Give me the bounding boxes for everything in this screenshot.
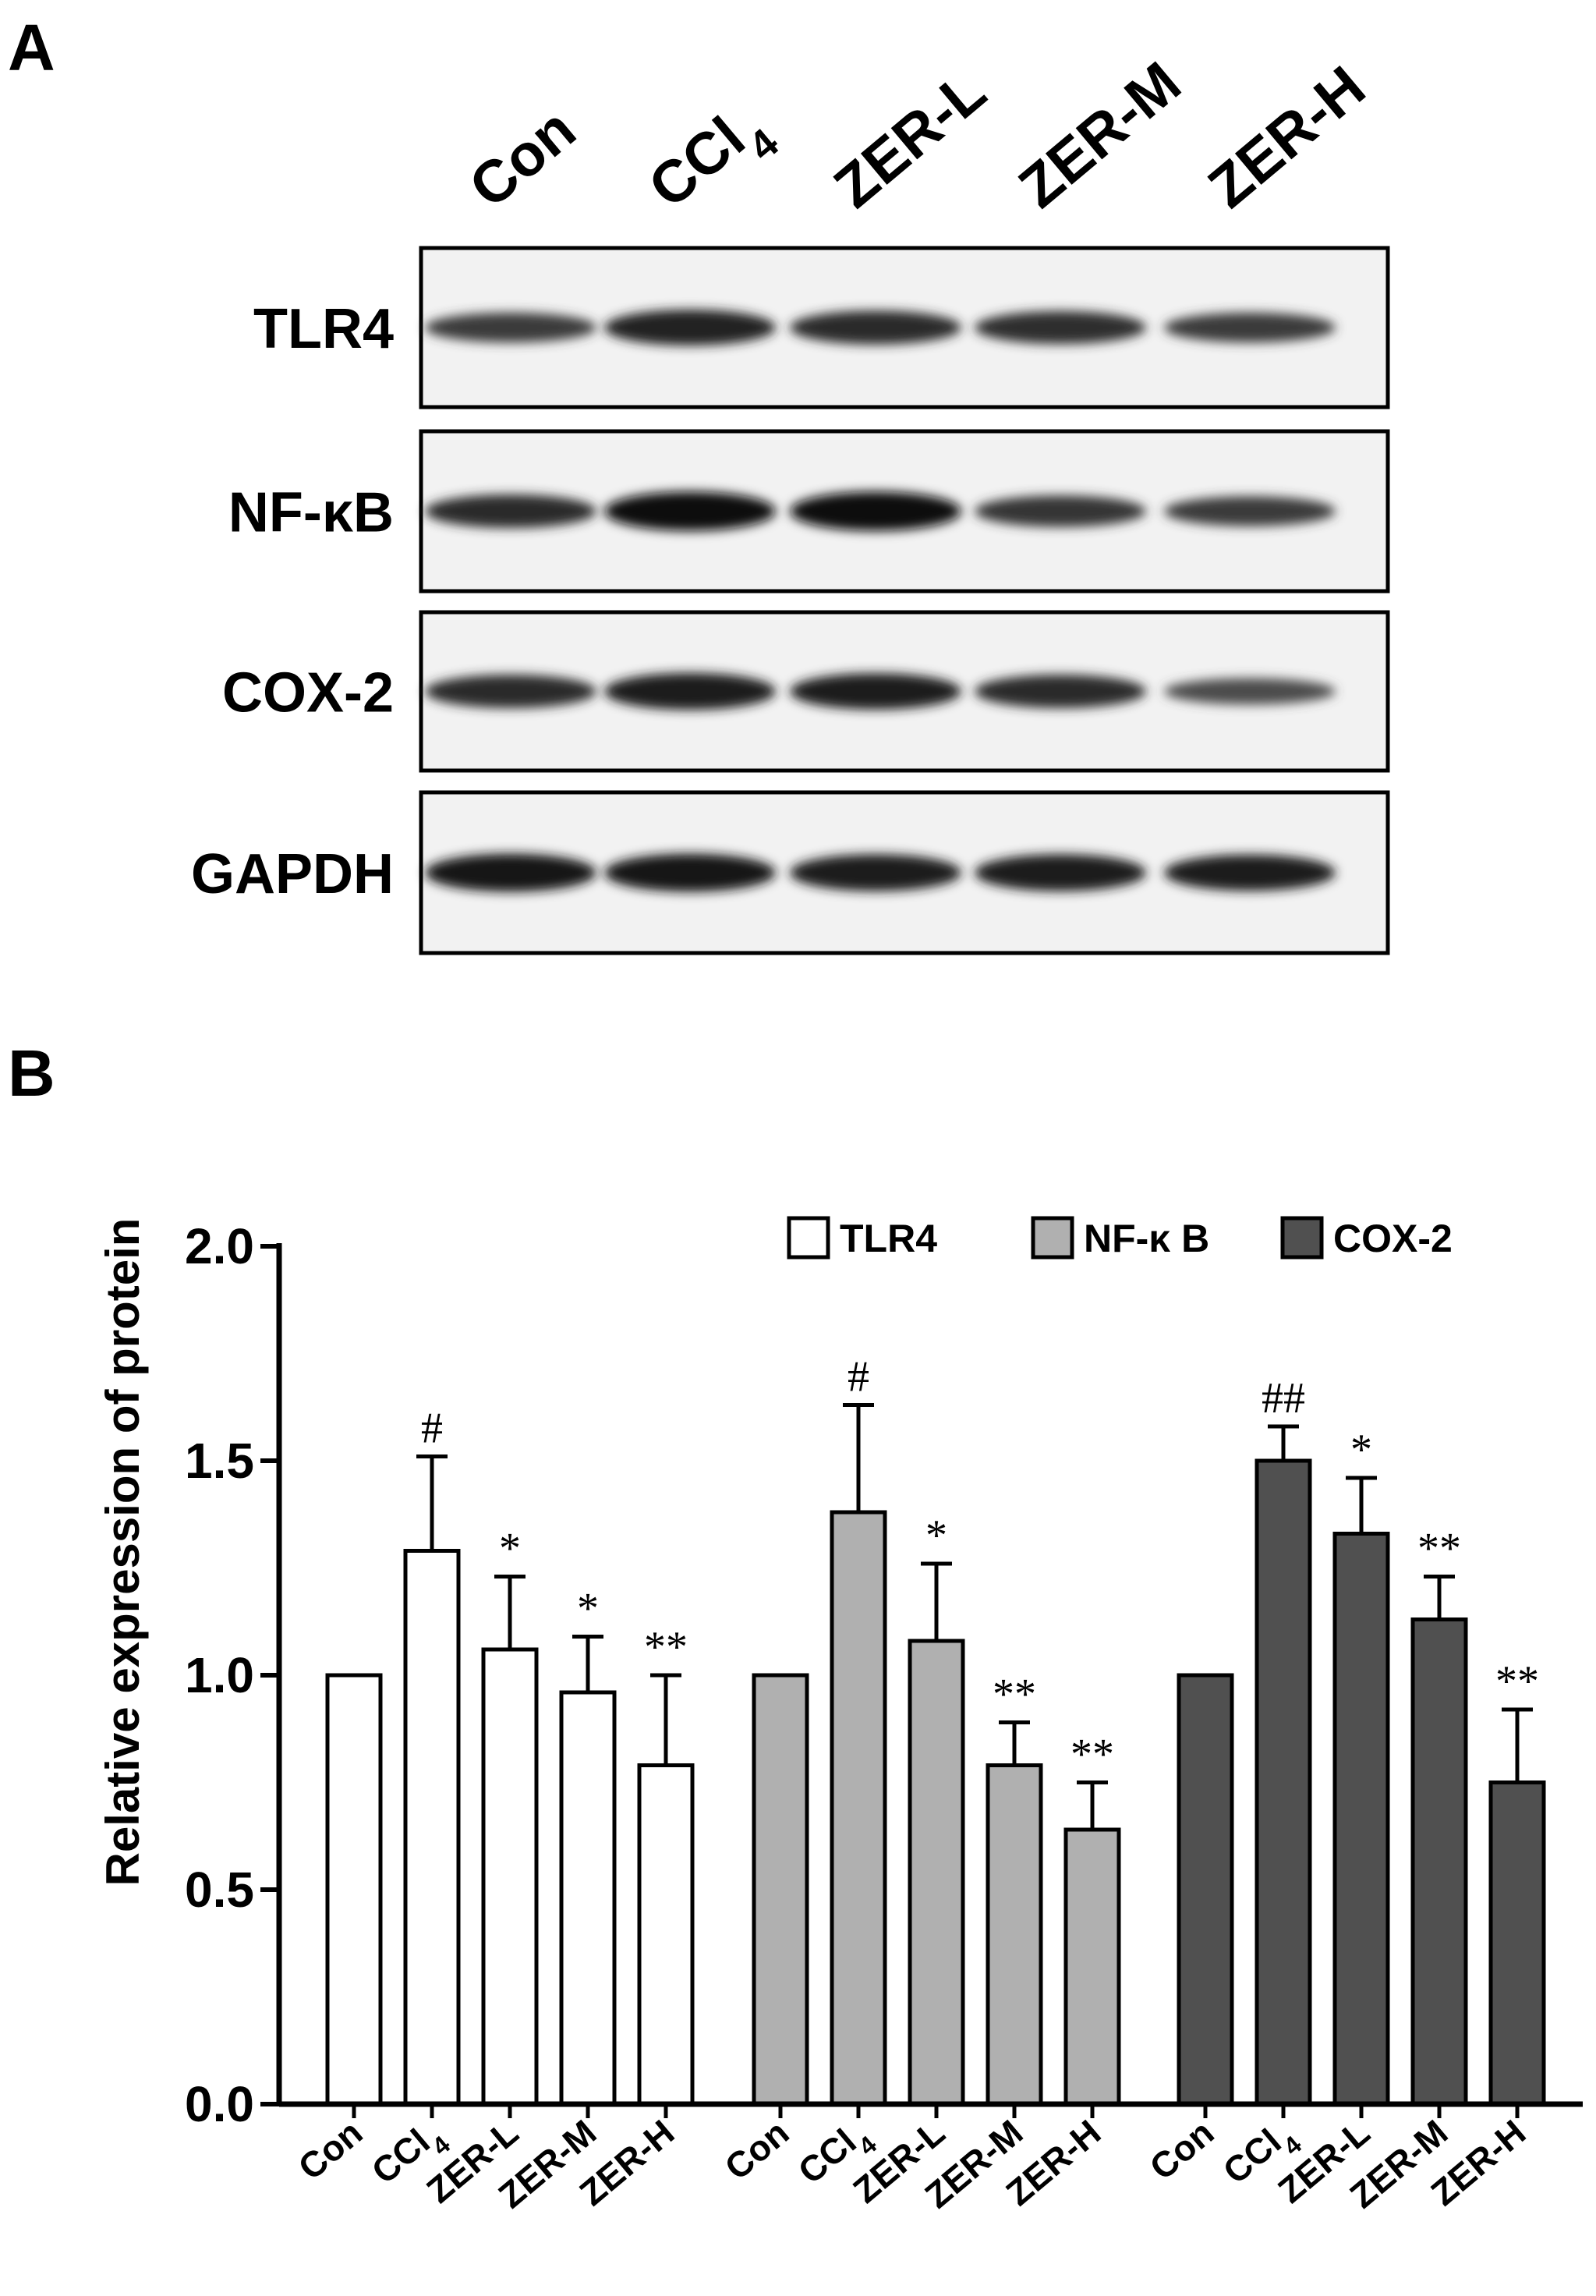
blot-row-label: GAPDH <box>191 843 394 905</box>
blot-band <box>790 491 961 531</box>
bar <box>1332 1532 1390 2106</box>
blot-row-label: TLR4 <box>253 298 394 360</box>
bar <box>559 1690 617 2106</box>
bar <box>1488 1780 1546 2106</box>
x-tick-label: Con <box>717 2112 797 2188</box>
y-tick-label: 1.5 <box>185 1433 254 1489</box>
legend-swatch <box>1280 1216 1324 1260</box>
blot-band <box>425 312 596 343</box>
bar <box>325 1673 383 2106</box>
blot-band <box>975 310 1146 345</box>
bar <box>637 1763 695 2106</box>
y-axis-label: Relative expression of protein <box>97 1218 149 1887</box>
blot-band <box>604 491 776 531</box>
blot-lane-label-2: ZER-L <box>822 58 998 221</box>
x-tick-label: Con <box>291 2112 370 2188</box>
blot-row-label: NF-κB <box>228 482 394 544</box>
significance-mark: ** <box>1495 1657 1539 1706</box>
bar <box>403 1549 461 2106</box>
blot-band <box>975 495 1146 527</box>
blot-band <box>425 675 596 708</box>
blot-lane-label-4: ZER-H <box>1196 54 1378 221</box>
y-tick-label: 2.0 <box>185 1218 254 1274</box>
blot-band <box>425 494 596 528</box>
bar-series: #****#*****##***** <box>325 1353 1546 2106</box>
significance-mark: ** <box>1417 1525 1461 1573</box>
legend-swatch <box>787 1216 830 1260</box>
blot-band <box>790 673 961 710</box>
blot-band <box>975 675 1146 708</box>
significance-mark: # <box>421 1405 443 1453</box>
bar <box>1177 1673 1234 2106</box>
significance-mark: ## <box>1262 1374 1305 1423</box>
bar <box>1255 1458 1312 2106</box>
blot-band <box>1164 496 1336 526</box>
blot-band <box>425 853 596 892</box>
bar <box>752 1673 809 2106</box>
significance-mark: * <box>1350 1426 1372 1474</box>
blot-band <box>790 310 961 345</box>
blot-lane-label-3: ZER-M <box>1007 49 1193 221</box>
significance-mark: * <box>925 1511 947 1560</box>
significance-mark: ** <box>1070 1731 1114 1779</box>
bar-chart-panel: Relative expression of protein TLR4 NF-κ … <box>97 1216 1583 2216</box>
panel-label-b: B <box>8 1036 55 1110</box>
panel-label-a: A <box>8 11 55 84</box>
y-tick-label: 0.5 <box>185 1862 254 1918</box>
significance-mark: ** <box>993 1671 1036 1719</box>
blot-band <box>790 854 961 891</box>
significance-mark: ** <box>644 1623 688 1671</box>
y-tick-label: 0.0 <box>185 2076 254 2132</box>
legend-label: COX-2 <box>1333 1217 1453 1260</box>
bar <box>830 1510 887 2106</box>
western-blot-panel: Con CCl4 ZER-L ZER-M ZER-H TLR4 NF-κB COX-2 GAPD… <box>191 49 1390 955</box>
legend-label: TLR4 <box>840 1217 937 1260</box>
bar <box>986 1763 1043 2106</box>
bar <box>1410 1617 1468 2106</box>
blot-band <box>604 853 776 892</box>
chart-legend: TLR4 NF-κ B COX-2 <box>787 1216 1453 1260</box>
bar <box>908 1639 965 2106</box>
y-axis: 0.0 0.5 1.0 1.5 2.0 <box>185 1218 282 2132</box>
y-tick-label: 1.0 <box>185 1647 254 1703</box>
blot-lane-label-1: CCl4 <box>636 89 787 235</box>
bar <box>481 1647 539 2106</box>
blot-row-label: COX-2 <box>222 662 394 725</box>
legend-label: NF-κ B <box>1084 1217 1209 1260</box>
bar <box>1063 1827 1121 2106</box>
blot-band <box>1164 854 1336 891</box>
significance-mark: * <box>577 1585 599 1633</box>
blot-band <box>975 854 1146 891</box>
blot-band <box>1164 312 1336 343</box>
blot-band <box>1164 678 1336 705</box>
significance-mark: * <box>499 1525 521 1573</box>
x-tick-label: Con <box>1142 2112 1222 2188</box>
blot-band <box>604 310 776 345</box>
significance-mark: # <box>848 1353 869 1401</box>
blot-band <box>604 672 776 710</box>
blot-lane-label-0: Con <box>457 96 588 221</box>
legend-swatch <box>1031 1216 1074 1260</box>
